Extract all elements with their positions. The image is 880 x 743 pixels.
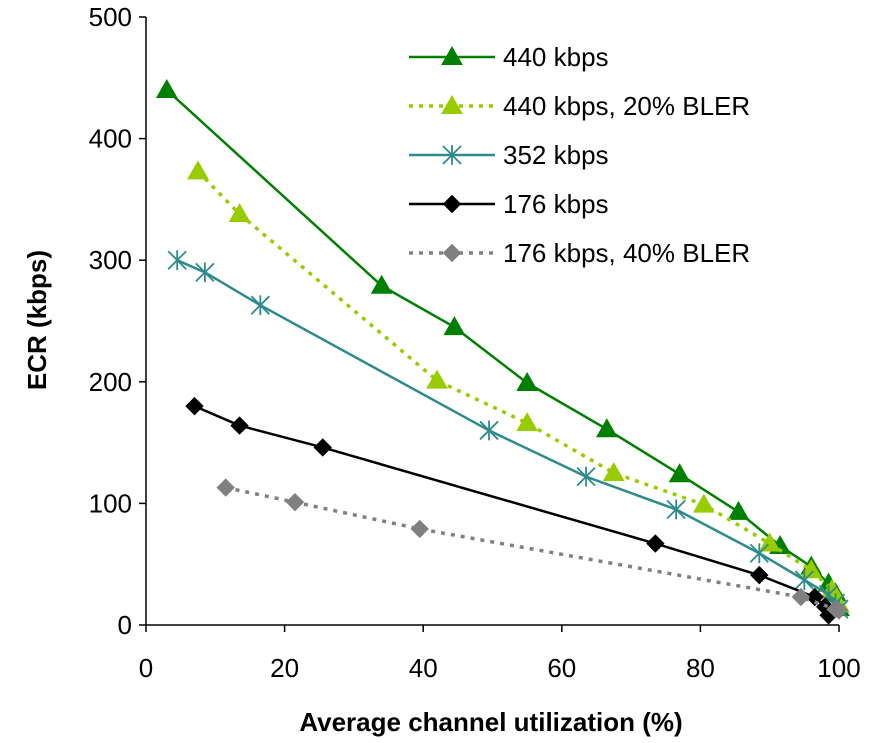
x-axis-title: Average channel utilization (%)	[299, 707, 682, 737]
data-point	[576, 466, 596, 487]
data-point	[426, 369, 448, 389]
data-point	[479, 420, 499, 441]
legend-marker	[441, 94, 463, 114]
y-tick-label: 400	[89, 124, 132, 154]
y-axis-title: ECR (kbps)	[22, 250, 52, 390]
x-tick-label: 40	[409, 653, 438, 683]
data-point	[195, 262, 215, 283]
data-point	[595, 418, 618, 438]
y-tick-label: 200	[89, 367, 132, 397]
x-tick-label: 100	[817, 653, 860, 683]
data-point	[800, 559, 823, 579]
series-line	[196, 170, 841, 606]
data-point	[155, 78, 178, 98]
legend-entry: 440 kbps, 20% BLER	[409, 91, 750, 121]
data-point	[516, 372, 539, 392]
data-point	[602, 461, 625, 481]
legend-label: 176 kbps, 40% BLER	[503, 238, 750, 268]
data-point	[250, 295, 270, 316]
data-point	[216, 478, 235, 497]
data-point	[185, 396, 204, 416]
x-tick-label: 0	[139, 653, 153, 683]
y-tick-label: 100	[89, 488, 132, 518]
data-point	[228, 202, 251, 222]
data-point	[410, 519, 429, 539]
legend-marker	[441, 45, 463, 65]
legend: 440 kbps 440 kbps, 20% BLER 352 kbps 176 kb…	[409, 42, 750, 268]
data-point	[666, 499, 686, 520]
data-point	[285, 492, 305, 512]
data-point	[443, 316, 466, 336]
legend-entry: 176 kbps	[409, 189, 609, 219]
legend-label: 176 kbps	[503, 189, 609, 219]
y-tick-label: 300	[89, 245, 132, 275]
data-point	[370, 274, 393, 294]
data-point	[313, 438, 332, 457]
data-point	[230, 416, 249, 435]
x-tick-label: 20	[270, 653, 299, 683]
legend-label: 352 kbps	[503, 140, 609, 170]
x-tick-label: 60	[547, 653, 576, 683]
series-line	[225, 485, 840, 613]
data-point	[167, 250, 187, 271]
legend-entry: 176 kbps, 40% BLER	[409, 238, 750, 268]
legend-label: 440 kbps, 20% BLER	[503, 91, 750, 121]
series-5	[216, 478, 849, 620]
legend-marker	[442, 145, 462, 165]
data-point	[693, 493, 715, 513]
data-point	[187, 160, 209, 180]
data-point	[727, 500, 750, 520]
y-tick-label: 500	[89, 2, 132, 32]
data-point	[805, 587, 824, 607]
data-point	[516, 412, 539, 432]
data-point	[750, 565, 769, 585]
y-tick-label: 0	[118, 610, 132, 640]
series-2	[187, 160, 850, 613]
legend-entry: 440 kbps	[409, 42, 609, 72]
legend-entry: 352 kbps	[409, 140, 609, 170]
data-point	[829, 601, 849, 620]
legend-marker	[442, 194, 462, 214]
data-point	[794, 570, 814, 590]
legend-label: 440 kbps	[503, 42, 609, 72]
x-tick-label: 80	[686, 653, 715, 683]
data-point	[668, 463, 691, 483]
data-point	[749, 543, 769, 564]
data-point	[791, 587, 811, 607]
series-layer	[155, 78, 850, 625]
axes: 0 100 200 300 400 500 0 20 40 60 80 100	[89, 2, 861, 683]
data-point	[646, 534, 665, 553]
legend-marker	[442, 243, 462, 263]
